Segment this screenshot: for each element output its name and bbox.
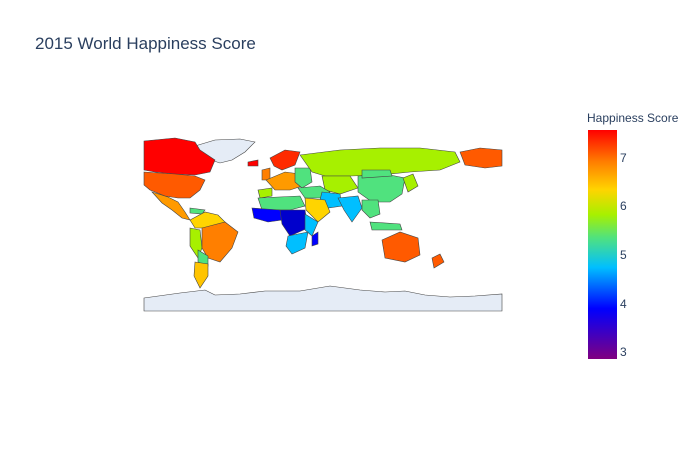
region-madagascar [311,231,319,247]
region-antarctica [143,285,503,312]
region-mongolia [361,169,393,179]
region-se-asia [361,199,381,219]
region-australia [381,231,421,263]
colorbar-tick-4: 4 [620,297,627,311]
chart-title: 2015 World Happiness Score [35,34,256,53]
region-n-africa [257,195,306,211]
colorbar-tick-6: 6 [620,199,627,213]
region-canada [143,137,216,176]
region-china [357,173,406,203]
colorbar-title: Happiness Score [587,111,679,125]
region-e-europe [294,167,313,189]
colorbar-tick-7: 7 [620,151,627,165]
colorbar-tick-5: 5 [620,248,627,262]
colorbar-tick-3: 3 [620,345,627,359]
region-scandinavia [269,149,301,171]
region-iberia [257,187,273,199]
region-s-africa [285,231,309,255]
region-japan [402,173,419,193]
region-arabia [304,197,331,223]
region-uk [261,167,271,181]
region-central-asia [321,175,359,195]
colorbar [588,130,617,359]
region-brazil [201,221,239,263]
region-iceland [247,159,259,167]
region-far-east [459,147,503,169]
region-c-africa [279,209,309,237]
region-india [337,195,363,223]
region-new-zealand [431,253,445,269]
region-s-south-america [193,261,209,289]
region-usa [143,171,206,199]
region-w-africa [251,207,283,223]
region-indonesia [369,221,403,231]
